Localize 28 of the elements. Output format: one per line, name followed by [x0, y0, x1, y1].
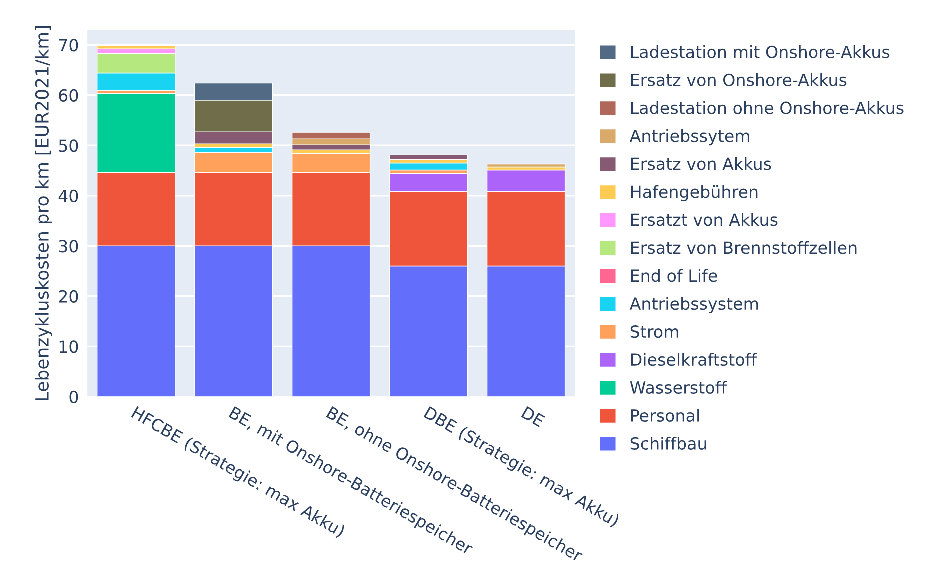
legend-label: End of Life — [631, 269, 718, 282]
legend-label: Personal — [631, 409, 700, 422]
y-tick-label: 0 — [70, 390, 78, 404]
y-tick-label: 10 — [60, 340, 78, 354]
y-tick-label: 30 — [59, 240, 78, 253]
y-tick-label: 50 — [59, 140, 78, 152]
legend-label: Ersatz von Akkus — [631, 157, 772, 170]
legend-label: Antriebssytem — [630, 129, 750, 146]
legend-label: Ersatz von Brennstoffzellen — [631, 241, 857, 254]
legend-label: Antriebssystem — [630, 297, 758, 314]
y-tick-label: 70 — [59, 39, 78, 52]
y-tick-label: 20 — [59, 290, 78, 303]
bar — [389, 154, 468, 160]
legend-label: Ladestation mit Onshore-Akkus — [631, 46, 890, 58]
y-tick-label: 40 — [58, 190, 78, 202]
legend-label: Ladestation ohne Onshore-Akkus — [631, 101, 904, 114]
y-axis-title: Lebenzykluskosten pro km [EUR2021/km] — [35, 26, 53, 400]
legend-label: Dieselkraftstoff — [631, 353, 758, 366]
legend-label: Ersatzt von Akkus — [631, 213, 778, 226]
x-tick-label: DE — [521, 406, 546, 428]
legend-label: Schiffbau — [630, 437, 706, 450]
y-tick-label: 60 — [59, 89, 78, 102]
legend-label: Hafengebühren — [631, 185, 758, 202]
bar — [389, 162, 468, 171]
bar — [486, 164, 566, 168]
legend-label: Strom — [630, 326, 678, 338]
legend-label: Ersatz von Onshore-Akkus — [631, 74, 847, 86]
legend-label: Wasserstoff — [630, 381, 728, 394]
